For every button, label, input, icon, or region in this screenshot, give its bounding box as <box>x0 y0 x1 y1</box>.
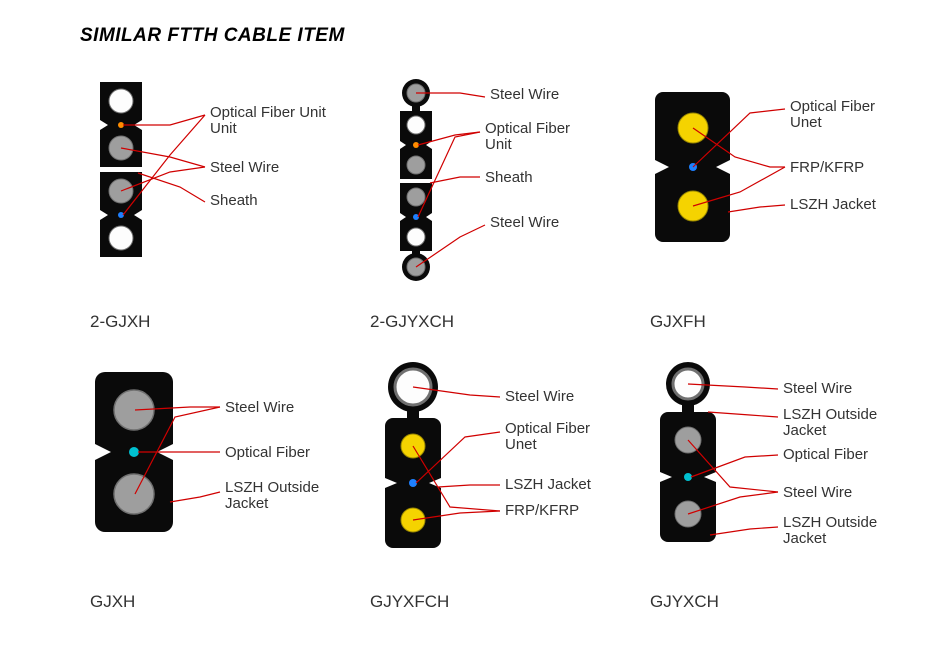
label-lszh-outside-top: LSZH Outside <box>783 406 877 423</box>
svg-text:Jacket: Jacket <box>783 422 827 439</box>
cable-name: GJYXCH <box>650 592 719 612</box>
svg-text:Jacket: Jacket <box>783 530 827 547</box>
cable-gjyxch: Steel Wire LSZH Outside Jacket Optical F… <box>650 357 930 607</box>
label-steel-wire: Steel Wire <box>505 388 574 405</box>
cable-name: GJXFH <box>650 312 706 332</box>
label-steel-wire-bot: Steel Wire <box>490 214 559 231</box>
label-sheath: Sheath <box>210 192 258 209</box>
label-steel-wire: Steel Wire <box>210 159 279 176</box>
label-sheath: Sheath <box>485 169 533 186</box>
label-lszh-jacket: LSZH Jacket <box>790 196 877 213</box>
label-steel-wire-top: Steel Wire <box>490 86 559 103</box>
cable-name: 2-GJYXCH <box>370 312 454 332</box>
label-lszh-outside: LSZH Outside <box>225 479 319 496</box>
cable-2gjyxch: Steel Wire Optical Fiber Unit Sheath Ste… <box>370 77 640 327</box>
label-optical-fiber-unit: Optical Fiber Unit <box>210 104 327 121</box>
cable-gjxfh: Optical Fiber Unet FRP/KFRP LSZH Jacket … <box>650 77 930 327</box>
label-ofu: Optical Fiber <box>505 420 590 437</box>
svg-text:Unit: Unit <box>485 136 513 153</box>
label-steel-wire: Steel Wire <box>225 399 294 416</box>
label-frp: FRP/KFRP <box>790 159 864 176</box>
cable-name: GJXH <box>90 592 135 612</box>
svg-text:Unet: Unet <box>790 114 823 131</box>
cable-name: GJYXFCH <box>370 592 449 612</box>
cable-gjxh: Steel Wire Optical Fiber LSZH Outside Ja… <box>90 357 360 607</box>
label-steel-wire-bot: Steel Wire <box>783 484 852 501</box>
cable-gjyxfch: Steel Wire Optical Fiber Unet LSZH Jacke… <box>370 357 640 607</box>
cable-grid: Optical Fiber Unit Unit Steel Wire Sheat… <box>20 77 913 607</box>
label-frp: FRP/KFRP <box>505 502 579 519</box>
label-optical-fiber: Optical Fiber <box>783 446 868 463</box>
page-title: SIMILAR FTTH CABLE ITEM <box>80 25 913 47</box>
label-optical-fiber: Optical Fiber <box>225 444 310 461</box>
label-steel-wire-top: Steel Wire <box>783 380 852 397</box>
svg-text:Unit: Unit <box>210 120 238 137</box>
svg-text:Jacket: Jacket <box>225 495 269 512</box>
cable-2gjxh: Optical Fiber Unit Unit Steel Wire Sheat… <box>90 77 360 327</box>
label-optical-fiber-unit: Optical Fiber <box>485 120 570 137</box>
svg-text:Unet: Unet <box>505 436 538 453</box>
label-lszh-jacket: LSZH Jacket <box>505 476 592 493</box>
cable-name: 2-GJXH <box>90 312 150 332</box>
label-optical-fiber-unet: Optical Fiber <box>790 98 875 115</box>
label-lszh-outside-bot: LSZH Outside <box>783 514 877 531</box>
